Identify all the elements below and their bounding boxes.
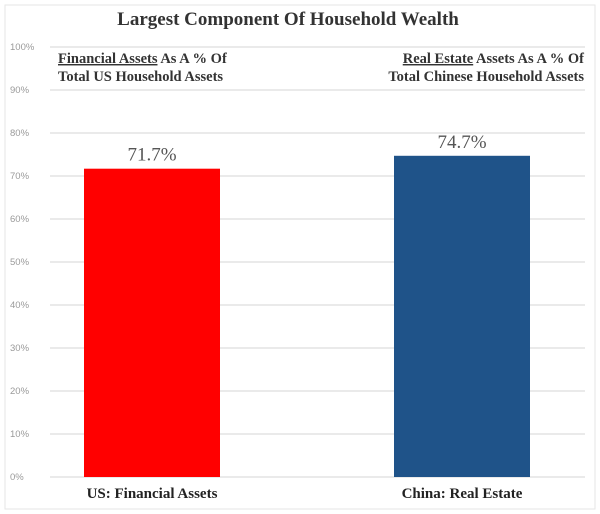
y-tick-label: 40%	[10, 300, 30, 311]
category-label: US: Financial Assets	[87, 486, 218, 502]
data-labels: 71.7% 74.7%	[127, 132, 486, 166]
y-tick-label: 50%	[10, 257, 30, 268]
annotation-china-line2: Total Chinese Household Assets	[388, 69, 584, 85]
category-labels: US: Financial Assets China: Real Estate	[87, 486, 523, 502]
y-axis-tick-labels: 0% 10% 20% 30% 40% 50% 60% 70% 80% 90% 100%	[10, 42, 35, 483]
y-tick-label: 80%	[10, 128, 30, 139]
y-tick-label: 10%	[10, 429, 30, 440]
annotation-us-rest: As A % Of	[158, 51, 227, 67]
svg-text:Financial Assets As A % Of: Financial Assets As A % Of	[58, 51, 227, 67]
bar	[84, 168, 220, 477]
annotation-china-underlined: Real Estate	[403, 51, 474, 67]
chart-title: Largest Component Of Household Wealth	[117, 9, 459, 30]
bar	[394, 155, 530, 478]
data-label: 74.7%	[437, 132, 486, 153]
y-tick-label: 0%	[10, 472, 24, 483]
y-tick-label: 20%	[10, 386, 30, 397]
y-tick-label: 100%	[10, 42, 35, 53]
y-tick-label: 70%	[10, 171, 30, 182]
category-label: China: Real Estate	[402, 486, 523, 502]
annotation-us-underlined: Financial Assets	[58, 51, 158, 67]
y-tick-label: 30%	[10, 343, 30, 354]
annotation-us: Financial Assets As A % Of Total US Hous…	[58, 51, 227, 85]
y-tick-label: 60%	[10, 214, 30, 225]
annotation-china-rest: Assets As A % Of	[473, 51, 584, 67]
data-label: 71.7%	[127, 145, 176, 166]
chart-frame	[4, 4, 596, 510]
y-tick-label: 90%	[10, 85, 30, 96]
bars	[84, 155, 530, 478]
annotation-china: Real Estate Assets As A % Of Total Chine…	[388, 51, 584, 85]
svg-text:Real Estate Assets As A % Of: Real Estate Assets As A % Of	[403, 51, 584, 67]
annotation-us-line2: Total US Household Assets	[58, 69, 223, 85]
